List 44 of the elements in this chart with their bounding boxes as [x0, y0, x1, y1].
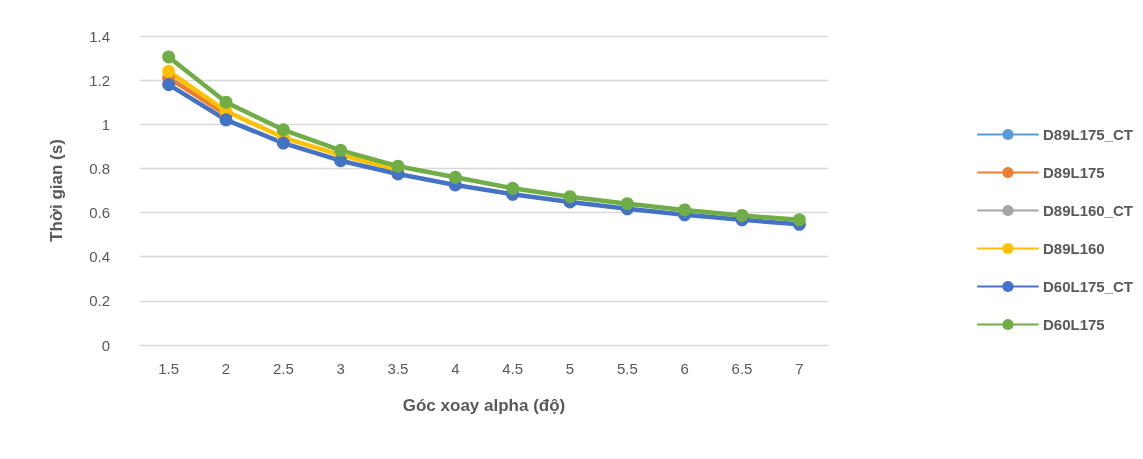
x-tick-label: 7: [795, 360, 804, 377]
point: [506, 181, 520, 195]
x-tick-label: 4: [451, 360, 460, 377]
x-tick-label: 6.5: [731, 360, 753, 377]
point: [219, 95, 233, 109]
point: [162, 78, 176, 92]
y-axis-title: Thời gian (s): [47, 139, 66, 242]
point: [391, 159, 405, 173]
legend-label: D60L175: [1042, 316, 1105, 333]
point: [735, 208, 749, 222]
x-tick-label: 4.5: [502, 360, 524, 377]
y-tick-label: 1.4: [89, 27, 110, 45]
y-tick-label: 0.8: [89, 159, 110, 177]
y-tick-label: 0.4: [89, 248, 110, 266]
legend-label: D60L175_CT: [1042, 278, 1133, 295]
x-tick-label: 6: [680, 360, 689, 377]
y-tick-label: 0.2: [89, 292, 110, 310]
y-tick-label: 1: [101, 115, 110, 133]
legend-label: D89L160_CT: [1042, 202, 1133, 219]
point: [219, 113, 233, 127]
point: [276, 136, 290, 150]
x-tick-label: 2.5: [272, 360, 294, 377]
y-tick-label: 0: [101, 336, 110, 354]
x-tick-label: 2: [221, 360, 231, 377]
x-tick-label: 5: [565, 360, 575, 377]
x-axis-title: Góc xoay alpha (độ): [402, 396, 566, 415]
point: [563, 190, 577, 204]
point: [678, 203, 692, 217]
point: [162, 64, 176, 78]
y-tick-label: 0.6: [89, 204, 110, 222]
point: [448, 170, 462, 184]
y-tick-label: 1.2: [89, 71, 110, 89]
x-tick-label: 3.5: [387, 360, 409, 377]
x-tick-label: 1.5: [158, 360, 180, 377]
point: [276, 123, 290, 137]
legend-label: D89L175: [1042, 164, 1105, 181]
legend-label: D89L175_CT: [1042, 126, 1133, 143]
point: [620, 197, 634, 211]
x-tick-label: 5.5: [616, 360, 638, 377]
point: [792, 213, 806, 227]
point: [334, 143, 348, 157]
point: [162, 50, 176, 64]
x-tick-label: 3: [336, 360, 345, 377]
legend-label: D89L160: [1042, 240, 1105, 257]
